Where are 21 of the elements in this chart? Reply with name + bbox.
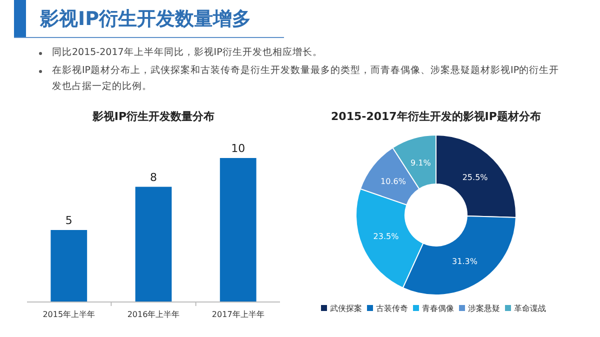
legend-label: 涉案悬疑 <box>468 304 500 313</box>
data-label: 10 <box>231 142 246 155</box>
data-label: 5 <box>65 214 72 227</box>
legend-label: 青春偶像 <box>422 304 454 313</box>
legend-label: 武侠探案 <box>330 304 362 313</box>
chart-title: 2015-2017年衍生开发的影视IP题材分布 <box>331 110 541 123</box>
chart-title: 影视IP衍生开发数量分布 <box>91 110 215 123</box>
x-tick-label: 2017年上半年 <box>212 310 264 319</box>
x-tick-label: 2016年上半年 <box>127 310 180 319</box>
data-label: 25.5% <box>462 172 488 182</box>
data-label: 31.3% <box>452 257 478 266</box>
text: 影视IP衍生开发数量增多 <box>40 7 251 32</box>
data-label: 9.1% <box>410 158 432 168</box>
text: 同比2015-2017年上半年同比，影视IP衍生开发也相应增长。 <box>52 46 322 60</box>
data-label: 8 <box>150 170 157 184</box>
legend-label: 革命谍战 <box>514 304 546 313</box>
data-label: 10.6% <box>380 177 406 186</box>
legend-label: 古装传奇 <box>376 304 408 313</box>
data-label: 23.5% <box>373 232 400 242</box>
text: 在影视IP题材分布上，武侠探案和古装传奇是衍生开发数量最多的类型，而青春偶像、涉案悬疑题材影视IP的衍生开发也占据一定的比例。 <box>52 64 560 94</box>
x-tick-label: 2015年上半年 <box>42 310 96 319</box>
